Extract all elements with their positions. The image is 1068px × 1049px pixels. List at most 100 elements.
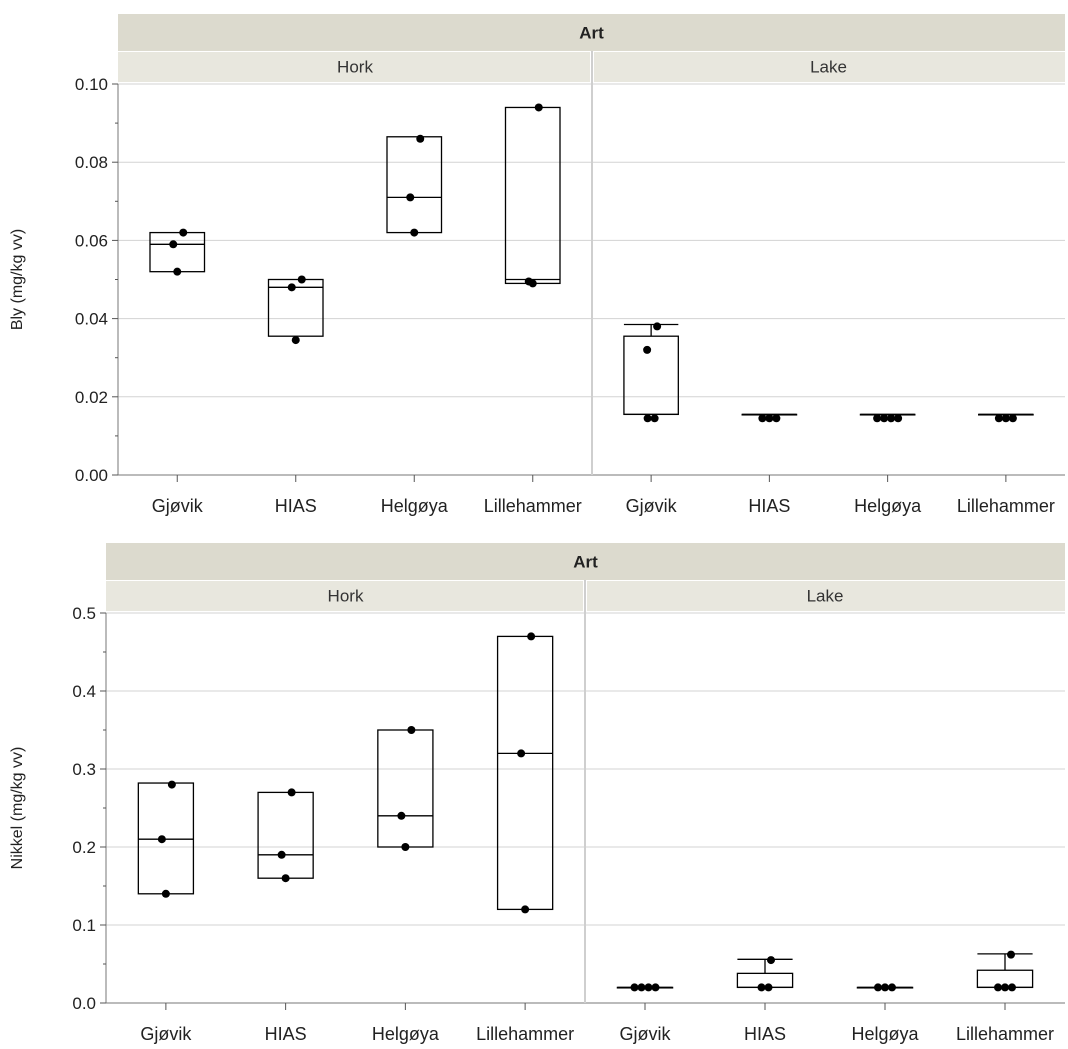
- data-point: [167, 780, 176, 789]
- x-tick-label: Lillehammer: [476, 1024, 574, 1044]
- data-point: [287, 283, 296, 292]
- data-point: [1001, 983, 1009, 992]
- data-point: [287, 788, 296, 797]
- y-tick-label: 0.06: [75, 231, 108, 250]
- x-tick-label: Helgøya: [854, 496, 922, 516]
- box: [736, 972, 794, 989]
- data-point: [764, 983, 773, 992]
- data-point: [517, 749, 526, 758]
- data-point: [179, 228, 188, 237]
- data-point: [994, 983, 1002, 992]
- data-point: [887, 414, 896, 423]
- y-tick-label: 0.0: [72, 994, 96, 1013]
- y-tick-label: 0.3: [72, 760, 96, 779]
- x-tick-label: Lillehammer: [484, 496, 582, 516]
- box: [496, 635, 554, 911]
- group-header-band: [106, 543, 1065, 580]
- group-header-label: Art: [579, 24, 604, 43]
- data-point: [772, 414, 781, 423]
- data-point: [161, 889, 170, 898]
- x-tick-label: Gjøvik: [626, 496, 678, 516]
- facet-label-hork: Hork: [328, 587, 364, 606]
- box: [623, 335, 679, 416]
- y-axis-label: Nikkel (mg/kg vv): [9, 747, 26, 870]
- data-point: [291, 336, 300, 345]
- y-tick-label: 0.10: [75, 75, 108, 94]
- data-point: [767, 956, 775, 965]
- data-point: [521, 905, 530, 914]
- chart-panel-1: Art Hork Lake 0.00 0.02 0.04 0.06 0.08 0.10 Bly (…: [9, 14, 1065, 516]
- data-point: [157, 835, 166, 844]
- data-point: [643, 345, 652, 354]
- data-point: [643, 414, 652, 423]
- x-tick-label: HIAS: [265, 1024, 307, 1044]
- data-point: [765, 414, 774, 423]
- x-tick-label: Gjøvik: [140, 1024, 192, 1044]
- y-tick-label: 0.08: [75, 153, 108, 172]
- data-point: [169, 240, 178, 249]
- y-axis-label: Bly (mg/kg vv): [9, 229, 26, 330]
- facet-header-lake: [594, 52, 1065, 82]
- box: [267, 278, 324, 337]
- data-point: [653, 322, 662, 331]
- x-tick-label: Gjøvik: [620, 1024, 672, 1044]
- data-point: [873, 414, 882, 423]
- facet-label-lake: Lake: [810, 58, 847, 77]
- x-tick-label: HIAS: [275, 496, 317, 516]
- data-point: [881, 983, 889, 992]
- facet-header-hork: [118, 52, 590, 82]
- x-tick-label: Helgøya: [851, 1024, 919, 1044]
- data-point: [410, 228, 419, 237]
- data-point: [1001, 414, 1010, 423]
- data-point: [757, 983, 766, 992]
- data-point: [173, 267, 182, 276]
- facet-label-lake: Lake: [807, 587, 844, 606]
- y-tick-label: 0.00: [75, 466, 108, 485]
- data-point: [527, 632, 536, 641]
- data-point: [1008, 983, 1016, 992]
- data-point: [630, 983, 639, 992]
- data-point: [874, 983, 882, 992]
- data-point: [651, 983, 660, 992]
- box: [504, 106, 561, 285]
- x-tick-label: Lillehammer: [957, 496, 1055, 516]
- x-tick-label: Gjøvik: [152, 496, 204, 516]
- data-point: [888, 983, 896, 992]
- group-header-label: Art: [573, 553, 598, 572]
- x-tick-label: HIAS: [744, 1024, 786, 1044]
- box: [386, 136, 443, 234]
- data-point: [534, 103, 543, 112]
- data-point: [758, 414, 767, 423]
- chart-panel-2: Art Hork Lake 0.0 0.1 0.2 0.3 0.4 0.5 Nikkel (mg/…: [9, 543, 1065, 1044]
- data-point: [401, 843, 410, 851]
- data-point: [1008, 414, 1017, 423]
- x-tick-label: HIAS: [748, 496, 790, 516]
- facet-header-lake: [587, 581, 1065, 611]
- data-point: [297, 275, 306, 284]
- group-header-band: [118, 14, 1065, 51]
- data-point: [894, 414, 903, 423]
- facet-header-hork: [106, 581, 583, 611]
- data-point: [281, 874, 290, 883]
- data-point: [650, 414, 659, 423]
- data-point: [880, 414, 889, 423]
- box: [257, 791, 314, 879]
- data-point: [397, 811, 406, 820]
- data-point: [406, 193, 415, 202]
- y-tick-label: 0.5: [72, 604, 96, 623]
- data-point: [407, 726, 416, 734]
- box: [137, 782, 195, 895]
- data-point: [416, 134, 425, 143]
- y-tick-label: 0.4: [72, 682, 96, 701]
- data-point: [994, 414, 1003, 423]
- y-tick-label: 0.02: [75, 388, 108, 407]
- x-tick-label: Helgøya: [381, 496, 449, 516]
- y-tick-label: 0.04: [75, 310, 108, 329]
- data-point: [644, 983, 653, 992]
- y-tick-label: 0.2: [72, 838, 96, 857]
- y-tick-label: 0.1: [72, 916, 96, 935]
- data-point: [528, 279, 537, 288]
- x-tick-label: Lillehammer: [956, 1024, 1054, 1044]
